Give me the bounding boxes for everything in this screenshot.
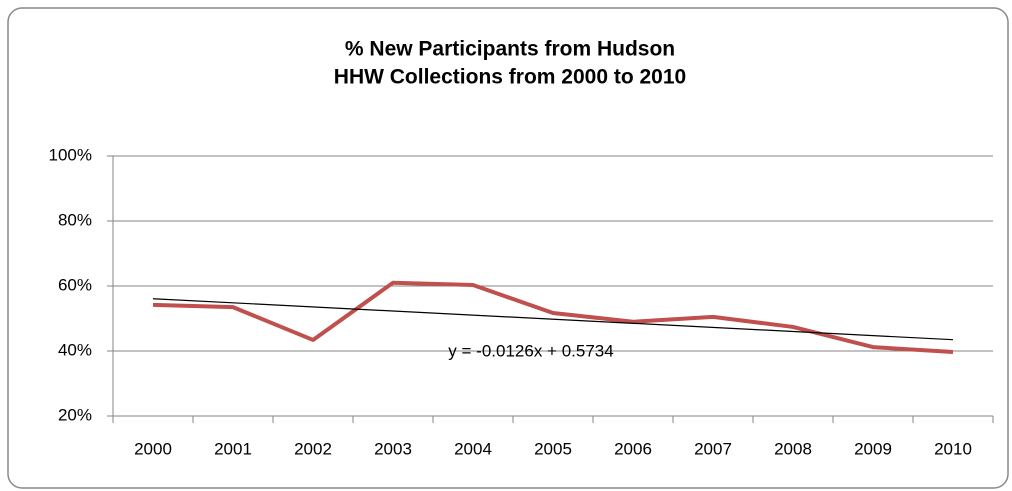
y-tick-label: 100% [49, 145, 92, 164]
trendline [152, 298, 954, 341]
chart-title: % New Participants from Hudson [345, 38, 675, 61]
y-tick-label: 80% [58, 210, 92, 229]
x-tick-label: 2003 [374, 439, 412, 458]
x-tick-label: 2008 [774, 439, 812, 458]
x-tick-label: 2005 [534, 439, 572, 458]
x-tick-label: 2010 [934, 439, 972, 458]
trendline-label: y = -0.0126x + 0.5734 [448, 341, 613, 360]
chart-title: HHW Collections from 2000 to 2010 [334, 66, 686, 89]
y-tick-label: 60% [58, 275, 92, 294]
x-tick-label: 2004 [454, 439, 492, 458]
line-series [152, 280, 954, 354]
x-tick-label: 2002 [294, 439, 332, 458]
x-tick-label: 2007 [694, 439, 732, 458]
x-tick-label: 2006 [614, 439, 652, 458]
x-tick-label: 2009 [854, 439, 892, 458]
y-tick-label: 40% [58, 340, 92, 359]
chart-frame [7, 7, 1009, 489]
x-tick-label: 2001 [214, 439, 252, 458]
y-tick-label: 20% [58, 405, 92, 424]
x-tick-label: 2000 [134, 439, 172, 458]
